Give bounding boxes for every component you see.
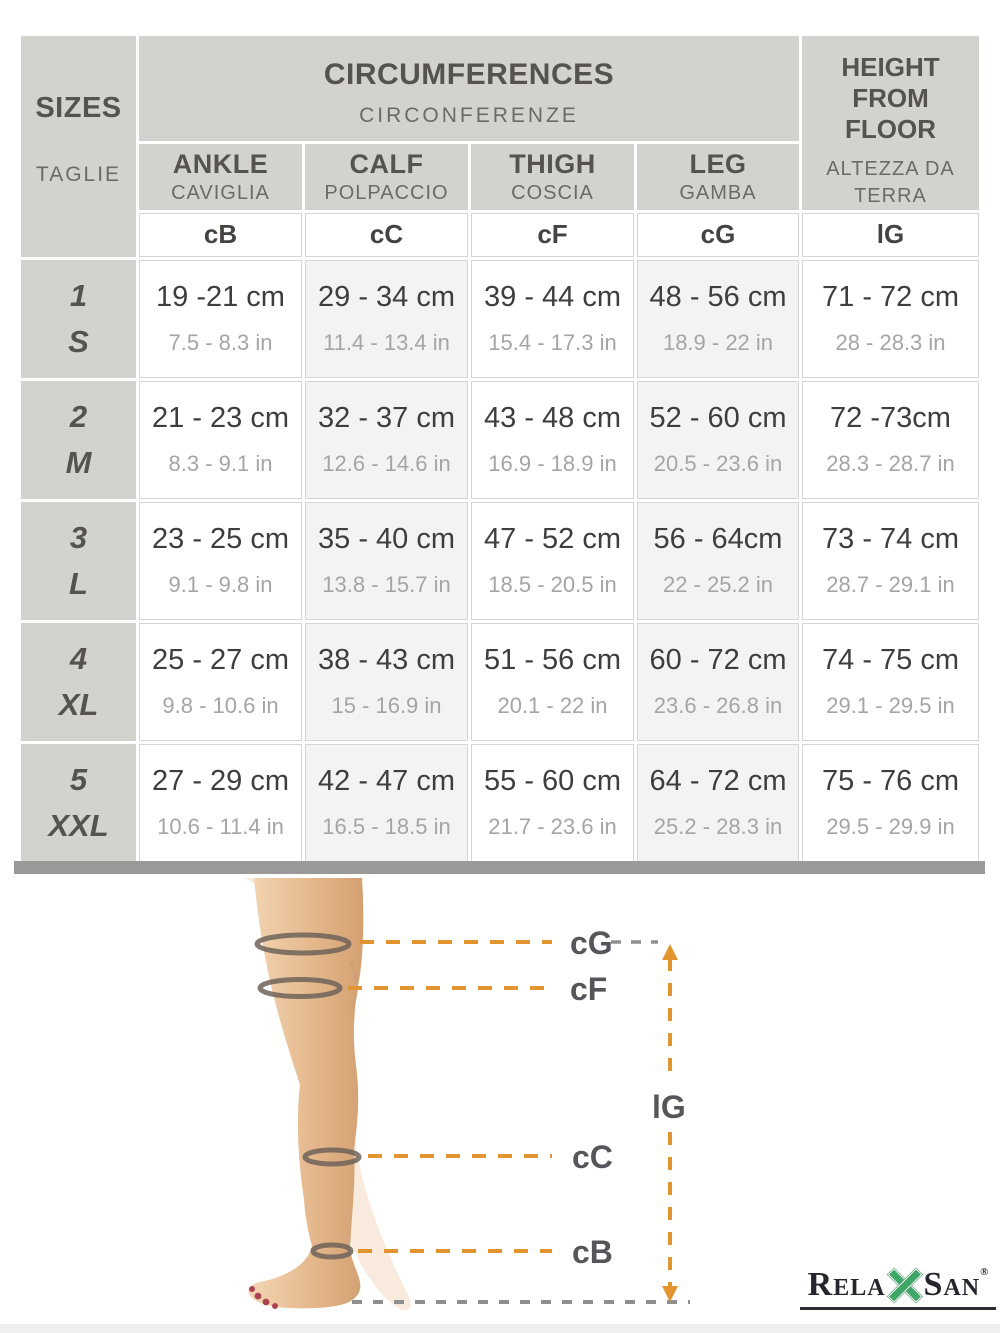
value-cell: 47 - 52 cm 18.5 - 20.5 in bbox=[471, 501, 634, 620]
column-title: ANKLE bbox=[172, 148, 269, 179]
sizes-header-cell: SIZES TAGLIE bbox=[21, 36, 136, 257]
column-header-thigh: THIGH COSCIA bbox=[471, 144, 634, 210]
column-subtitle: CAVIGLIA bbox=[171, 181, 270, 204]
bottom-edge-strip bbox=[0, 1324, 1000, 1333]
table-row: 1 S 19 -21 cm 7.5 - 8.3 in 29 - 34 cm 11… bbox=[21, 259, 979, 378]
circumferences-title: CIRCUMFERENCES bbox=[323, 58, 615, 91]
logo-text-rela: Rela bbox=[807, 1266, 886, 1303]
value-cell: 51 - 56 cm 20.1 - 22 in bbox=[471, 622, 634, 741]
column-title: CALF bbox=[349, 148, 424, 179]
value-cell: 23 - 25 cm 9.1 - 9.8 in bbox=[139, 501, 302, 620]
size-number: 2 bbox=[69, 398, 88, 434]
value-cell: 43 - 48 cm 16.9 - 18.9 in bbox=[471, 380, 634, 499]
circumferences-header-cell: CIRCUMFERENCES CIRCONFERENZE bbox=[139, 36, 799, 142]
value-cell: 19 -21 cm 7.5 - 8.3 in bbox=[139, 259, 302, 378]
value-cell: 42 - 47 cm 16.5 - 18.5 in bbox=[305, 743, 468, 862]
size-number: 1 bbox=[69, 277, 88, 313]
size-number: 4 bbox=[69, 640, 88, 676]
size-letter: M bbox=[65, 444, 92, 480]
value-cell: 75 - 76 cm 29.5 - 29.9 in bbox=[802, 743, 979, 862]
column-subtitle: GAMBA bbox=[679, 181, 757, 204]
cc-ring bbox=[302, 1147, 362, 1167]
sizes-subtitle: TAGLIE bbox=[35, 163, 122, 186]
table-bottom-rule bbox=[14, 861, 985, 874]
size-cell: 4 XL bbox=[21, 622, 136, 741]
height-subtitle: ALTEZZA DA TERRA bbox=[826, 157, 955, 207]
size-cell: 2 M bbox=[21, 380, 136, 499]
value-cell: 74 - 75 cm 29.1 - 29.5 in bbox=[802, 622, 979, 741]
code-cC: cC bbox=[305, 212, 468, 257]
size-cell: 3 L bbox=[21, 501, 136, 620]
value-cell: 56 - 64cm 22 - 25.2 in bbox=[637, 501, 799, 620]
value-cell: 35 - 40 cm 13.8 - 15.7 in bbox=[305, 501, 468, 620]
table-row: 3 L 23 - 25 cm 9.1 - 9.8 in 35 - 40 cm 1… bbox=[21, 501, 979, 620]
size-chart: SIZES TAGLIE CIRCUMFERENCES CIRCONFERENZ… bbox=[18, 33, 982, 865]
leg-measurement-diagram: cG cF cC cB lG bbox=[243, 878, 690, 1311]
size-letter: XL bbox=[58, 686, 99, 722]
value-cell: 48 - 56 cm 18.9 - 22 in bbox=[637, 259, 799, 378]
code-cF: cF bbox=[471, 212, 634, 257]
logo-text-san: San bbox=[923, 1266, 981, 1303]
column-header-leg: LEG GAMBA bbox=[637, 144, 799, 210]
arrow-up-icon bbox=[662, 944, 678, 960]
arrow-down-icon bbox=[662, 1286, 678, 1302]
column-header-calf: CALF POLPACCIO bbox=[305, 144, 468, 210]
value-cell: 71 - 72 cm 28 - 28.3 in bbox=[802, 259, 979, 378]
value-cell: 32 - 37 cm 12.6 - 14.6 in bbox=[305, 380, 468, 499]
height-header-cell: HEIGHT FROM FLOOR ALTEZZA DA TERRA bbox=[802, 36, 979, 210]
column-subtitle: POLPACCIO bbox=[324, 181, 449, 204]
size-number: 5 bbox=[69, 761, 88, 797]
size-number: 3 bbox=[69, 519, 88, 555]
cf-label: cF bbox=[570, 971, 607, 1007]
value-cell: 72 -73cm 28.3 - 28.7 in bbox=[802, 380, 979, 499]
value-cell: 38 - 43 cm 15 - 16.9 in bbox=[305, 622, 468, 741]
code-lG: lG bbox=[802, 212, 979, 257]
cb-ring bbox=[310, 1242, 354, 1260]
table-row: 4 XL 25 - 27 cm 9.8 - 10.6 in 38 - 43 cm… bbox=[21, 622, 979, 741]
sizes-title: SIZES bbox=[35, 92, 122, 124]
cf-ring bbox=[257, 977, 343, 999]
toenails bbox=[249, 1286, 278, 1309]
column-title: THIGH bbox=[509, 148, 596, 179]
code-cG: cG bbox=[637, 212, 799, 257]
size-letter: S bbox=[68, 323, 89, 359]
size-cell: 1 S bbox=[21, 259, 136, 378]
code-cB: cB bbox=[139, 212, 302, 257]
column-title: LEG bbox=[689, 148, 747, 179]
value-cell: 27 - 29 cm 10.6 - 11.4 in bbox=[139, 743, 302, 862]
lg-label: lG bbox=[652, 1089, 686, 1125]
relaxsan-logo: Rela San® bbox=[800, 1266, 996, 1310]
value-cell: 21 - 23 cm 8.3 - 9.1 in bbox=[139, 380, 302, 499]
value-cell: 52 - 60 cm 20.5 - 23.6 in bbox=[637, 380, 799, 499]
size-letter: XXL bbox=[48, 807, 109, 843]
size-chart-table: SIZES TAGLIE CIRCUMFERENCES CIRCONFERENZ… bbox=[18, 33, 982, 865]
value-cell: 29 - 34 cm 11.4 - 13.4 in bbox=[305, 259, 468, 378]
value-cell: 39 - 44 cm 15.4 - 17.3 in bbox=[471, 259, 634, 378]
height-title: HEIGHT FROM FLOOR bbox=[841, 52, 940, 145]
value-cell: 25 - 27 cm 9.8 - 10.6 in bbox=[139, 622, 302, 741]
value-cell: 73 - 74 cm 28.7 - 29.1 in bbox=[802, 501, 979, 620]
cg-ring bbox=[254, 932, 352, 956]
registered-mark: ® bbox=[980, 1266, 989, 1278]
cg-label: cG bbox=[570, 925, 613, 961]
cc-label: cC bbox=[572, 1139, 613, 1175]
size-cell: 5 XXL bbox=[21, 743, 136, 862]
column-subtitle: COSCIA bbox=[511, 181, 594, 204]
cb-label: cB bbox=[572, 1234, 613, 1270]
logo-x-icon bbox=[887, 1268, 923, 1303]
circumferences-subtitle: CIRCONFERENZE bbox=[359, 104, 579, 127]
value-cell: 60 - 72 cm 23.6 - 26.8 in bbox=[637, 622, 799, 741]
table-row: 5 XXL 27 - 29 cm 10.6 - 11.4 in 42 - 47 … bbox=[21, 743, 979, 862]
table-row: 2 M 21 - 23 cm 8.3 - 9.1 in 32 - 37 cm 1… bbox=[21, 380, 979, 499]
column-header-ankle: ANKLE CAVIGLIA bbox=[139, 144, 302, 210]
value-cell: 64 - 72 cm 25.2 - 28.3 in bbox=[637, 743, 799, 862]
value-cell: 55 - 60 cm 21.7 - 23.6 in bbox=[471, 743, 634, 862]
size-letter: L bbox=[69, 565, 88, 601]
